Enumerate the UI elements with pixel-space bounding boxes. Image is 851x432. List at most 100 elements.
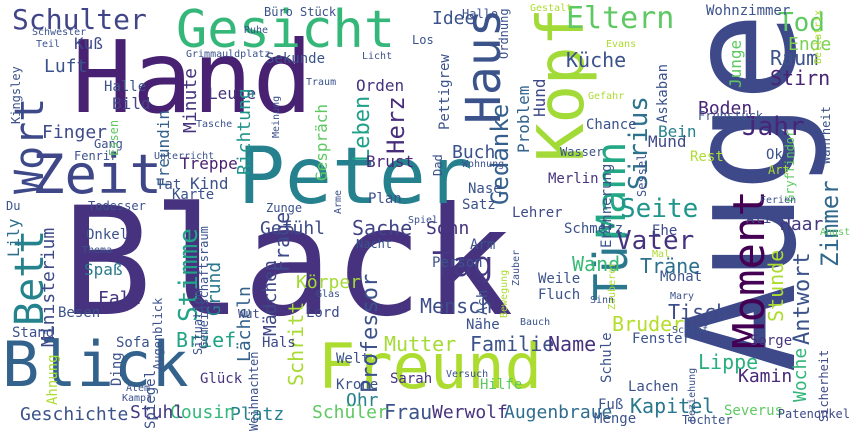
word-blick: Blick <box>2 328 189 401</box>
word-vater: Vater <box>616 226 695 256</box>
word-arm: Arm <box>470 237 496 253</box>
word-hand: Hand <box>72 19 313 136</box>
word-sache: Sache <box>352 216 413 240</box>
word-sarah: Sarah <box>390 371 433 387</box>
word-merlin: Merlin <box>548 171 599 187</box>
word-stand: Stand <box>12 325 55 341</box>
word-ahnung: Ahnung <box>45 354 61 405</box>
word-bruder: Bruder <box>612 312 685 336</box>
word-atem: Atem <box>126 383 151 394</box>
word-hund: Hund <box>530 78 549 117</box>
word-bewegung: Bewegung <box>499 269 510 318</box>
word-nähe: Nähe <box>466 317 500 333</box>
word-tasche: Tasche <box>196 119 233 130</box>
word-brust: Brust <box>366 152 415 171</box>
word-seite: Seite <box>620 194 699 224</box>
word-satz: Satz <box>462 197 496 213</box>
word-lachen: Lachen <box>628 379 679 395</box>
word-gespräch: Gespräch <box>312 103 331 181</box>
word-mal: Mal <box>652 249 671 260</box>
word-wohnzimmer: Wohnzimmer <box>706 3 791 19</box>
word-tag: Tag <box>432 245 494 285</box>
word-küche: Küche <box>566 48 627 72</box>
word-evans: Evans <box>606 39 637 50</box>
word-person: Person <box>432 255 483 271</box>
word-geschichte: Geschichte <box>20 404 129 425</box>
word-grimmauldplatz: Grimmauldplatz <box>186 49 271 60</box>
word-welt: Welt <box>336 351 370 367</box>
word-meinung: Meinung <box>271 95 282 138</box>
word-mutter: Mutter <box>384 332 457 356</box>
word-angst: Angst <box>820 227 851 238</box>
word-kind: Kind <box>190 174 229 193</box>
word-kapitel: Kapitel <box>630 394 715 418</box>
word-buch: Buch <box>452 142 496 163</box>
word-platz: Platz <box>230 404 285 425</box>
word-weile: Weile <box>538 271 581 287</box>
word-schulter: Schulter <box>12 3 147 36</box>
word-sicherheit: Sicherheit <box>817 349 831 422</box>
word-ach: Ach <box>475 289 491 315</box>
word-freund: Freund <box>318 330 542 403</box>
word-weihnachten: Weihnachten <box>247 351 261 431</box>
word-ende: Ende <box>788 34 832 55</box>
word-plan: Plan <box>368 191 402 207</box>
word-zauber: Zauber <box>511 249 522 286</box>
word-sohn: Sohn <box>426 218 470 239</box>
word-junge: Junge <box>726 39 745 88</box>
word-jahr: Jahr <box>742 112 805 142</box>
word-stunde: Stunde <box>764 249 788 322</box>
word-wasser: Wasser <box>560 145 604 159</box>
word-ehe: Ehe <box>652 223 678 239</box>
word-augenblick: Augenblick <box>151 297 165 370</box>
word-richtung: Richtung <box>234 88 255 175</box>
word-bauch: Bauch <box>520 317 551 328</box>
word-gestalt: Gestalt <box>530 3 573 14</box>
word-wohnung: Wohnung <box>462 159 505 170</box>
word-kingsley: Kingsley <box>9 66 23 124</box>
word-wand: Wand <box>572 252 621 276</box>
word-spiel: Spiel <box>408 215 439 226</box>
word-mädchen: Mädchen <box>260 260 281 336</box>
word-peter: Peter <box>238 132 473 222</box>
word-ferien: Ferien <box>760 195 797 206</box>
word-stuhl: Stuhl <box>130 402 185 423</box>
word-stück: Stück <box>300 5 337 19</box>
word-sessel: Sessel <box>635 153 649 197</box>
word-lord: Lord <box>306 305 340 321</box>
word-mary: Mary <box>670 291 695 302</box>
word-versuch: Versuch <box>446 369 489 380</box>
word-dad: Dad <box>431 154 445 176</box>
word-ordnung: Ordnung <box>497 8 511 59</box>
word-krone: Krone <box>336 377 379 393</box>
word-lippe: Lippe <box>698 350 759 374</box>
word-tod: Tod <box>778 8 825 38</box>
word-halle: Halle <box>104 79 147 95</box>
word-bellatrix: Bellatrix <box>813 9 824 64</box>
word-gefahr: Gefahr <box>588 91 625 102</box>
word-los: Los <box>412 33 434 47</box>
word-ruhe: Ruhe <box>244 25 269 36</box>
word-tochter: Tochter <box>682 413 733 427</box>
word-boden: Boden <box>698 98 753 119</box>
word-freundin: Freundin <box>154 109 173 187</box>
word-treppe: Treppe <box>180 154 238 173</box>
word-gang: Gang <box>94 137 123 151</box>
word-tisch: Tisch <box>668 300 729 324</box>
word-hilfe: Hilfe <box>480 377 523 393</box>
word-besen: Besen <box>58 305 101 321</box>
word-art: Art <box>768 163 790 177</box>
word-licht: Licht <box>362 51 393 62</box>
word-ohr: Ohr <box>346 390 379 411</box>
word-wahrheit: Wahrheit <box>819 106 833 164</box>
word-name: Name <box>548 332 597 356</box>
word-black: Black <box>62 176 514 350</box>
word-fall: Fall <box>98 288 142 309</box>
word-mensch: Mensch <box>420 294 493 318</box>
word-ding: Ding <box>109 352 125 386</box>
word-antwort: Antwort <box>790 252 815 345</box>
word-herz: Herz <box>382 96 410 154</box>
word-werwolf: Werwolf <box>432 402 508 423</box>
word-fluch: Fluch <box>538 287 581 303</box>
word-schwester: Schwester <box>32 27 87 38</box>
